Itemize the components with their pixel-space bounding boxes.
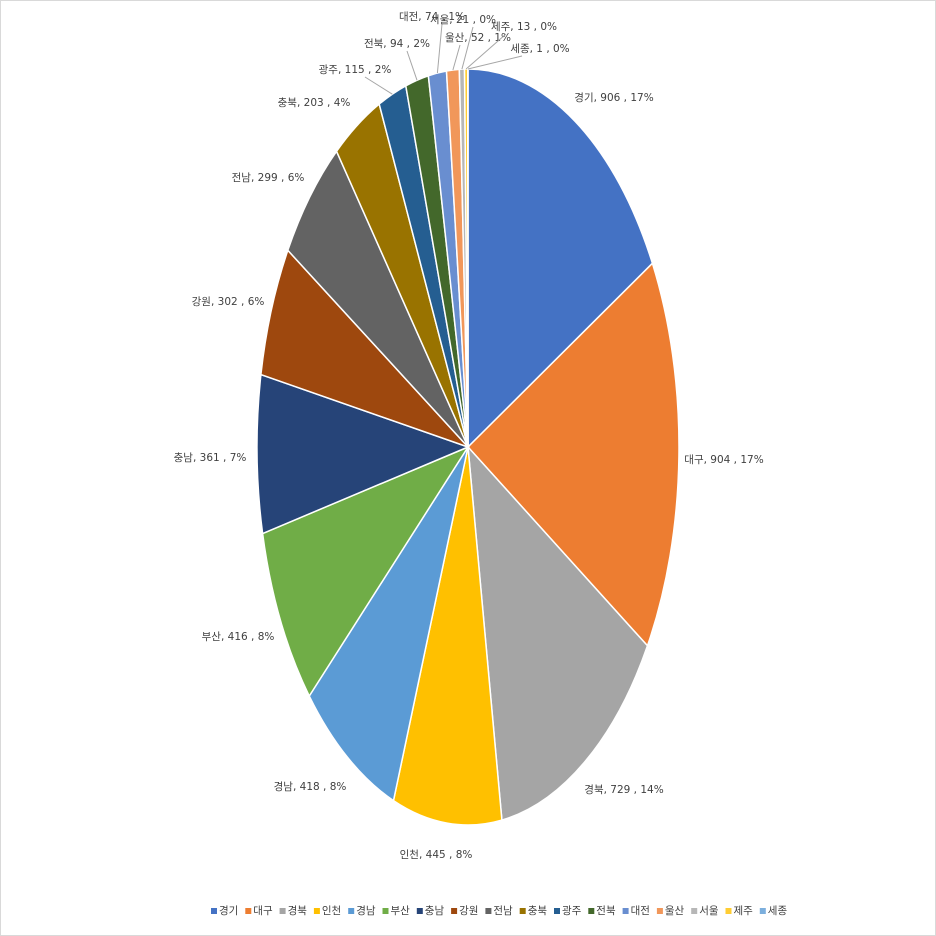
data-label: 대전, 74 , 1%: [399, 11, 465, 23]
legend-swatch: [588, 908, 595, 914]
legend-swatch: [725, 908, 732, 914]
data-label: 충남, 361 , 7%: [174, 452, 247, 464]
pie-slice: [467, 444, 649, 822]
legend-swatch: [691, 908, 698, 914]
legend-label: 전북: [596, 905, 616, 917]
data-label: 전북, 94 , 2%: [364, 38, 430, 50]
legend-label: 광주: [562, 905, 582, 917]
legend-label: 경북: [288, 904, 308, 917]
leader-line: [461, 26, 474, 70]
data-label: 경북, 729 , 14%: [584, 783, 663, 796]
data-label: 경남, 418 , 8%: [274, 780, 347, 793]
legend-swatch: [348, 908, 355, 914]
pie-slice: [466, 261, 680, 648]
pie-slice: [261, 445, 470, 698]
legend-label: 세종: [768, 905, 788, 917]
legend-swatch: [279, 908, 286, 914]
leader-line: [406, 50, 418, 81]
legend-swatch: [554, 908, 560, 914]
data-label: 전남, 299 , 6%: [232, 172, 305, 184]
data-label: 광주, 115 , 2%: [319, 64, 392, 76]
pie-slice: [286, 149, 469, 448]
legend-swatch: [485, 908, 492, 914]
pie-slice: [260, 248, 469, 448]
legend-swatch: [656, 908, 663, 914]
pie-slice: [308, 446, 469, 802]
legend-label: 경남: [356, 904, 376, 917]
legend-label: 충남: [425, 905, 445, 917]
leader-line: [465, 33, 507, 70]
leader-line: [452, 44, 461, 71]
legend-swatch: [622, 908, 629, 914]
legend-swatch: [211, 908, 217, 914]
data-label: 세종, 1 , 0%: [510, 43, 569, 55]
legend-swatch: [451, 908, 458, 914]
legend-label: 강원: [459, 905, 478, 917]
legend-label: 울산: [665, 905, 685, 917]
leader-line: [364, 76, 393, 95]
data-label: 충북, 203 , 4%: [278, 97, 351, 109]
legend-swatch: [519, 908, 526, 914]
legend-label: 충북: [528, 905, 548, 917]
data-label: 인천, 445 , 8%: [400, 849, 473, 861]
legend-swatch: [245, 908, 252, 914]
legend-label: 제주: [734, 905, 754, 917]
data-label: 제주, 13 , 0%: [491, 21, 557, 33]
legend-swatch: [416, 908, 423, 914]
pie-slice: [256, 373, 471, 535]
data-label: 강원, 302 , 6%: [192, 296, 265, 308]
legend-swatch: [313, 908, 320, 914]
data-label: 대구, 904 , 17%: [684, 454, 763, 466]
legend-label: 인천: [322, 905, 341, 917]
legend-label: 대전: [631, 905, 650, 917]
legend-swatch: [382, 908, 389, 914]
legend-swatch: [759, 908, 766, 914]
legend-label: 대구: [253, 905, 273, 917]
pie-slice: [467, 68, 654, 449]
leader-line: [436, 23, 443, 74]
leader-line: [467, 55, 523, 70]
legend-label: 부산: [391, 905, 411, 917]
legend-label: 경기: [219, 904, 238, 917]
legend-label: 서울: [699, 905, 719, 917]
data-label: 부산, 416 , 8%: [202, 631, 275, 643]
legend-label: 전남: [493, 905, 513, 917]
data-label: 경기, 906 , 17%: [574, 91, 653, 104]
pie-slice: [392, 446, 503, 826]
data-label: 울산, 52 , 1%: [445, 32, 511, 44]
data-label: 서울, 21 , 0%: [430, 14, 496, 26]
